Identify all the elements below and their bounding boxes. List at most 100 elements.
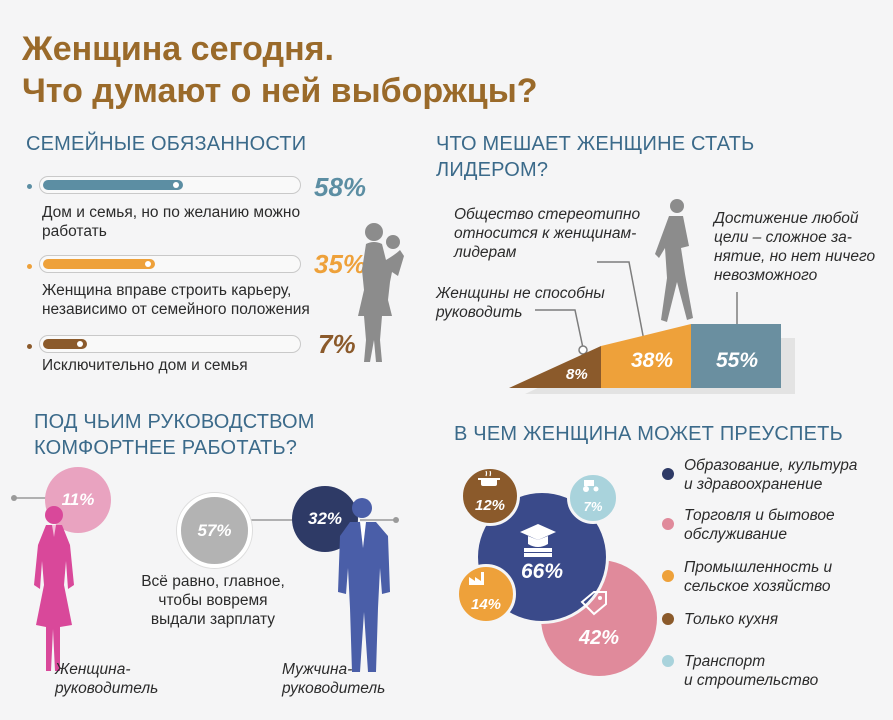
text-line: Мужчина- — [282, 661, 353, 678]
man-boss-label: Мужчина- руководитель — [282, 660, 385, 698]
text-line: обслуживание — [684, 526, 788, 543]
connector-dot — [578, 345, 588, 355]
text-line: и здравоохранение — [684, 476, 823, 493]
trade-pct: 42% — [578, 626, 620, 649]
leader-heading: ЧТО МЕШАЕТ ЖЕНЩИНЕ СТАТЬ ЛИДЕРОМ? — [436, 131, 755, 183]
page-title: Женщина сегодня. Что думают о ней выборж… — [22, 28, 642, 112]
legend-item: Образование, культура и здравоохранение — [662, 456, 882, 506]
success-legend: Образование, культура и здравоохранение … — [662, 456, 882, 702]
family-heading: СЕМЕЙНЫЕ ОБЯЗАННОСТИ — [26, 133, 307, 155]
bar-knob — [173, 182, 179, 188]
legend-dot — [662, 570, 674, 582]
leader-society-text: Общество стереотипно относится к женщина… — [454, 205, 654, 262]
education-pct: 66% — [520, 560, 564, 583]
woman-boss-label: Женщина- руководитель — [55, 660, 158, 698]
heading-line: ЛИДЕРОМ? — [436, 159, 549, 181]
transport-pct: 7% — [583, 498, 603, 514]
stair-segment-55 — [691, 324, 781, 388]
title-line-1: Женщина сегодня. — [22, 30, 334, 68]
neutral-boss-text: Всё равно, главное, чтобы вовремя выдали… — [128, 572, 298, 629]
legend-dot — [662, 613, 674, 625]
bar-knob — [77, 341, 83, 347]
text-line: чтобы вовремя — [158, 592, 268, 609]
tractor-icon — [583, 480, 599, 492]
text-line: нятие, но нет ничего — [714, 248, 876, 265]
cooking-pot-icon — [478, 471, 500, 486]
title-line-2: Что думают о ней выборжцы? — [22, 72, 538, 110]
heading-line: ПОД ЧЬИМ РУКОВОДСТВОМ — [34, 411, 315, 433]
text-line: Всё равно, главное, — [141, 573, 285, 590]
text-line: Образование, культура — [684, 457, 858, 474]
pct-8: 8% — [566, 366, 588, 383]
text-line: и строительство — [684, 672, 819, 689]
industry-bubble: 14% — [456, 564, 516, 624]
boss-connector — [11, 495, 399, 523]
text-line: независимо от семейного положения — [42, 301, 310, 318]
pct-55: 55% — [716, 349, 759, 372]
leader-unable-text: Женщины не способны руководить — [436, 284, 636, 322]
bar-family-career-optional — [39, 176, 301, 194]
bar-fill — [43, 339, 87, 349]
text-line: работать — [42, 223, 107, 240]
text-line: Женщина- — [55, 661, 131, 678]
connector-line — [535, 309, 584, 349]
factory-icon — [469, 572, 484, 585]
heading-line: КОМФОРТНЕЕ РАБОТАТЬ? — [34, 437, 298, 459]
legend-item: Транспорт и строительство — [662, 652, 882, 702]
bar-knob — [145, 261, 151, 267]
text-line: Торговля и бытовое — [684, 507, 835, 524]
family-item-3-text: Исключительно дом и семья — [42, 357, 248, 374]
graduation-cap-icon — [520, 524, 556, 557]
legend-item: Промышленность и сельское хозяйство — [662, 558, 882, 610]
text-line: лидерам — [454, 244, 517, 261]
legend-dot — [662, 518, 674, 530]
legend-item: Только кухня — [662, 610, 882, 652]
success-heading: В ЧЕМ ЖЕНЩИНА МОЖЕТ ПРЕУСПЕТЬ — [454, 423, 843, 445]
connector-line — [597, 261, 646, 347]
bar-fill — [43, 180, 183, 190]
text-line: Транспорт — [684, 653, 766, 670]
bullet — [27, 184, 32, 189]
text-line: Общество стереотипно — [454, 206, 641, 223]
man-boss-figure — [338, 498, 390, 672]
bar-career — [39, 255, 301, 273]
pct-58: 58% — [314, 172, 367, 202]
text-line: цели – сложное за- — [714, 229, 852, 246]
text-line: Женщины не способны — [436, 285, 605, 302]
pct-35: 35% — [314, 249, 367, 279]
text-line: относится к женщинам- — [454, 225, 637, 242]
industry-pct: 14% — [470, 595, 502, 613]
legend-dot — [662, 655, 674, 667]
woman-boss-figure — [34, 506, 74, 671]
bullet — [27, 264, 32, 269]
text-line: сельское хозяйство — [684, 578, 831, 595]
legend-text: Образование, культура и здравоохранение — [684, 456, 857, 494]
text-line: Промышленность и — [684, 559, 833, 576]
family-item-2-text: Женщина вправе строить карьеру, независи… — [42, 281, 310, 319]
price-tag-icon — [580, 591, 607, 616]
mother-child-figure — [358, 223, 404, 362]
legend-text: Только кухня — [684, 611, 778, 628]
neutral-boss-circle: 57% — [177, 493, 252, 568]
pct-38: 38% — [631, 349, 674, 372]
text-line: руководитель — [55, 680, 159, 697]
kitchen-bubble: 12% — [460, 466, 520, 526]
boss-heading: ПОД ЧЬИМ РУКОВОДСТВОМ КОМФОРТНЕЕ РАБОТАТ… — [34, 409, 315, 461]
stair-segment-38 — [601, 324, 691, 388]
heading-line: ЧТО МЕШАЕТ ЖЕНЩИНЕ СТАТЬ — [436, 133, 755, 155]
businesswoman-figure — [655, 199, 693, 322]
bar-home-only — [39, 335, 301, 353]
text-line: невозможного — [714, 267, 818, 284]
text-line: руководить — [436, 304, 523, 321]
leader-achieve-text: Достижение любой цели – сложное за- няти… — [714, 209, 884, 285]
legend-item: Торговля и бытовое обслуживание — [662, 506, 882, 558]
pct-7: 7% — [318, 329, 356, 359]
kitchen-pct: 12% — [474, 496, 506, 514]
text-line: Дом и семья, но по желанию можно — [42, 204, 301, 221]
text-line: Достижение любой — [714, 210, 859, 227]
text-line: выдали зарплату — [150, 611, 276, 628]
stair-segment-8 — [509, 346, 601, 388]
text-line: руководитель — [282, 680, 386, 697]
bar-fill — [43, 259, 155, 269]
family-item-1-text: Дом и семья, но по желанию можно работат… — [42, 203, 300, 241]
